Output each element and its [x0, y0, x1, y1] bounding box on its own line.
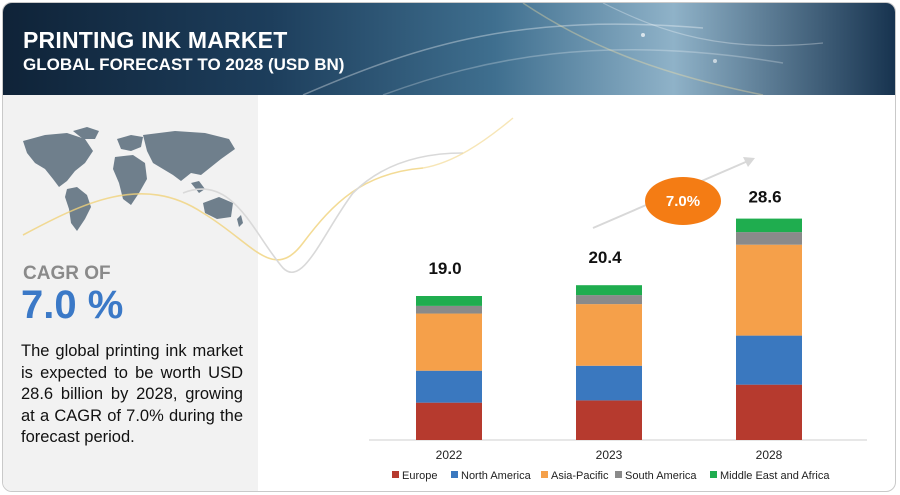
legend-item-europe: Europe	[392, 470, 437, 482]
page-title: PRINTING INK MARKET	[23, 27, 288, 53]
bar-south-america-2028	[736, 232, 802, 245]
legend-swatch	[615, 471, 622, 478]
bar-asia-pacific-2023	[576, 304, 642, 366]
bar-north-america-2028	[736, 335, 802, 385]
cagr-label: CAGR OF	[23, 263, 111, 284]
bar-middle-east-and-africa-2022	[416, 296, 482, 306]
labels-layer: 2022 19.0 2023 20.4 2028 28.6 7.0%	[428, 157, 783, 462]
legend: Europe North America Asia-Pacific South Ame…	[392, 470, 830, 482]
growth-arrow-head	[743, 157, 755, 167]
bar-middle-east-and-africa-2028	[736, 218, 802, 233]
header-banner: PRINTING INK MARKET GLOBAL FORECAST TO 2…	[3, 3, 895, 95]
legend-swatch	[392, 471, 399, 478]
legend-label: North America	[461, 470, 532, 482]
market-description: The global printing ink market is expect…	[21, 342, 243, 446]
legend-item-middle-east-and-africa: Middle East and Africa	[710, 470, 830, 482]
legend-label: Asia-Pacific	[551, 470, 609, 482]
bar-europe-2023	[576, 400, 642, 440]
x-tick-label: 2023	[596, 448, 623, 462]
chart-area: 2022 19.0 2023 20.4 2028 28.6 7.0% Europe North…	[22, 117, 867, 482]
cagr-value: 7.0 %	[21, 283, 124, 327]
legend-item-south-america: South America	[615, 470, 697, 482]
bar-asia-pacific-2028	[736, 244, 802, 336]
bar-south-america-2023	[576, 295, 642, 305]
bar-asia-pacific-2022	[416, 313, 482, 371]
total-value-label: 19.0	[428, 259, 461, 278]
total-value-label: 28.6	[748, 188, 781, 207]
legend-item-north-america: North America	[451, 470, 532, 482]
bar-europe-2028	[736, 384, 802, 440]
bar-north-america-2022	[416, 370, 482, 403]
world-map-icon	[23, 127, 243, 231]
legend-swatch	[710, 471, 717, 478]
legend-label: Europe	[402, 470, 437, 482]
legend-item-asia-pacific: Asia-Pacific	[541, 470, 609, 482]
total-value-label: 20.4	[588, 248, 622, 267]
bar-middle-east-and-africa-2023	[576, 285, 642, 296]
legend-swatch	[451, 471, 458, 478]
x-tick-label: 2022	[436, 448, 463, 462]
decorative-waves	[22, 117, 514, 273]
bar-south-america-2022	[416, 305, 482, 314]
bar-europe-2022	[416, 402, 482, 440]
legend-label: Middle East and Africa	[720, 470, 830, 482]
cagr-badge-label: 7.0%	[666, 193, 700, 210]
bars-layer	[416, 218, 802, 440]
legend-label: South America	[625, 470, 697, 482]
header-decoration	[302, 3, 824, 95]
x-tick-label: 2028	[756, 448, 783, 462]
page-subtitle: GLOBAL FORECAST TO 2028 (USD BN)	[23, 55, 345, 74]
legend-swatch	[541, 471, 548, 478]
bar-north-america-2023	[576, 365, 642, 401]
cagr-badge	[645, 177, 721, 225]
summary-panel: CAGR OF 7.0 % The global printing ink ma…	[3, 95, 258, 491]
